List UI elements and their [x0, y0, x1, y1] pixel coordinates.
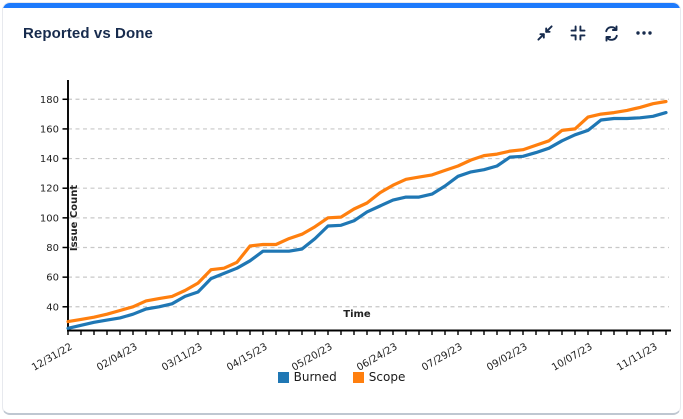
gadget-title: Reported vs Done — [23, 24, 153, 42]
refresh-icon[interactable] — [602, 24, 620, 42]
legend-label-burned: Burned — [293, 370, 337, 384]
accent-bar — [3, 3, 680, 8]
collapse-icon[interactable] — [536, 24, 554, 42]
scope-swatch-icon — [352, 371, 364, 383]
gadget-toolbar — [536, 24, 653, 42]
focus-icon[interactable] — [569, 24, 587, 42]
more-icon[interactable] — [635, 24, 653, 42]
legend-item-burned[interactable]: Burned — [277, 370, 337, 384]
legend-item-scope[interactable]: Scope — [352, 370, 406, 384]
gadget-card: Reported vs Done — [2, 2, 681, 415]
gadget-header: Reported vs Done — [3, 8, 680, 42]
chart-legend: Burned Scope — [0, 370, 683, 384]
legend-label-scope: Scope — [368, 370, 406, 384]
burned-swatch-icon — [277, 371, 289, 383]
